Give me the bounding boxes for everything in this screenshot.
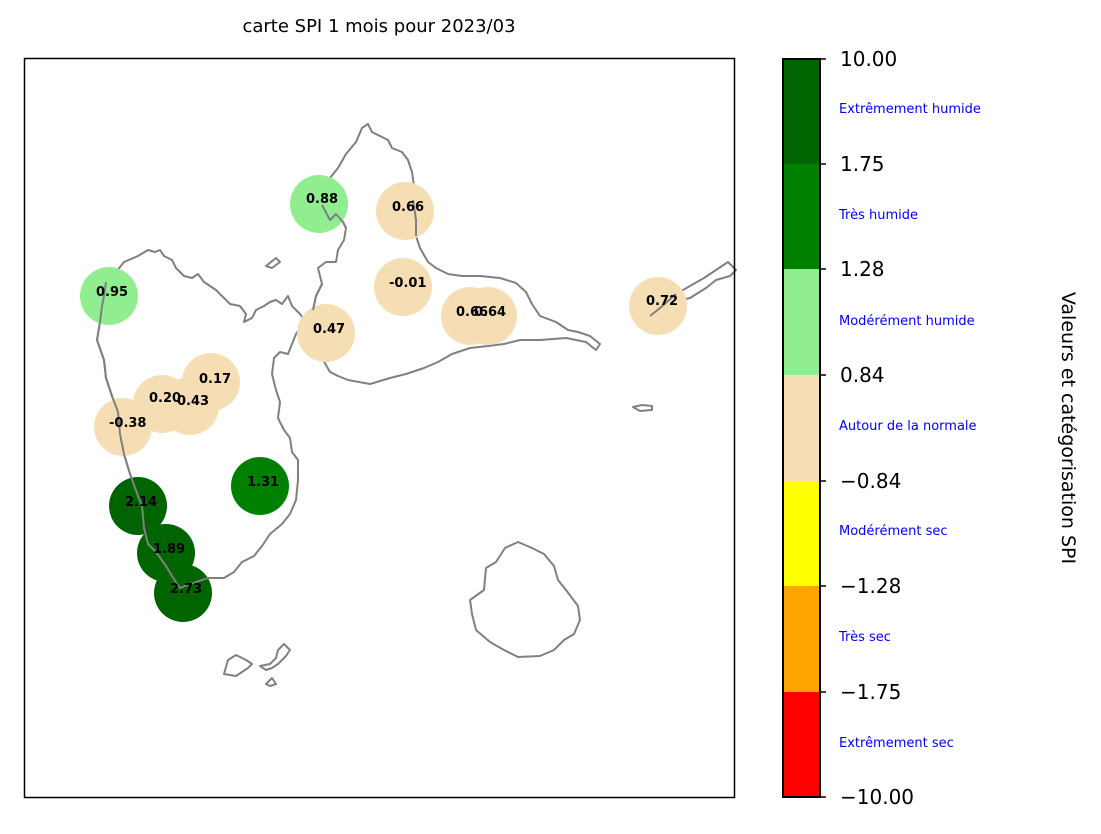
colorbar-tick: −1.28 xyxy=(840,574,902,598)
station-point xyxy=(629,277,687,335)
colorbar-tick: −0.84 xyxy=(840,469,902,493)
colorbar-tick: 1.75 xyxy=(840,152,885,176)
station-label: 0.72 xyxy=(646,294,678,309)
station-point xyxy=(459,287,517,345)
station-label: 1.31 xyxy=(247,475,279,490)
category-label: Modérément sec xyxy=(839,524,948,539)
station-label: 0.95 xyxy=(96,285,128,300)
colorbar-tick: −10.00 xyxy=(840,785,915,809)
station-label: -0.01 xyxy=(389,276,426,291)
station-label: 0.47 xyxy=(313,322,345,337)
station-label: 1.89 xyxy=(153,542,185,557)
station-label: 0.64 xyxy=(474,305,506,320)
category-label: Modérément humide xyxy=(839,314,975,329)
category-label: Autour de la normale xyxy=(839,419,977,434)
category-label: Extrêmement humide xyxy=(839,102,981,117)
station-label: 0.88 xyxy=(306,192,338,207)
category-label: Très sec xyxy=(839,630,891,645)
colorbar-tick: 0.84 xyxy=(840,363,885,387)
station-label: 0.66 xyxy=(456,305,488,320)
spi-stations xyxy=(80,175,687,622)
station-point xyxy=(374,258,432,316)
colorbar-tick: −1.75 xyxy=(840,680,902,704)
station-label: 0.17 xyxy=(199,372,231,387)
map-frame xyxy=(23,57,736,799)
chart-title: carte SPI 1 mois pour 2023/03 xyxy=(242,16,516,37)
station-label: 0.20 xyxy=(149,391,181,406)
station-point xyxy=(109,477,167,535)
station-label: 0.66 xyxy=(392,200,424,215)
station-labels: 0.88 0.66 -0.01 0.66 0.64 0.72 0.95 0.47… xyxy=(96,192,678,597)
station-label: 2.14 xyxy=(125,495,157,510)
station-label: -0.38 xyxy=(109,416,146,431)
colorbar-axis-label: Valeurs et catégorisation SPI xyxy=(1057,291,1079,565)
station-point xyxy=(290,175,348,233)
station-point xyxy=(161,377,219,435)
station-point xyxy=(94,398,152,456)
category-label: Extrêmement sec xyxy=(839,736,954,751)
station-point xyxy=(154,564,212,622)
station-point xyxy=(376,182,434,240)
station-point xyxy=(297,304,355,362)
station-point xyxy=(231,457,289,515)
colorbar-tick: 10.00 xyxy=(840,47,898,71)
category-label: Très humide xyxy=(839,208,918,223)
station-label: 0.43 xyxy=(177,394,209,409)
colorbar-tick: 1.28 xyxy=(840,257,885,281)
station-label: 2.73 xyxy=(170,582,202,597)
station-point xyxy=(80,267,138,325)
colorbar xyxy=(782,58,826,798)
